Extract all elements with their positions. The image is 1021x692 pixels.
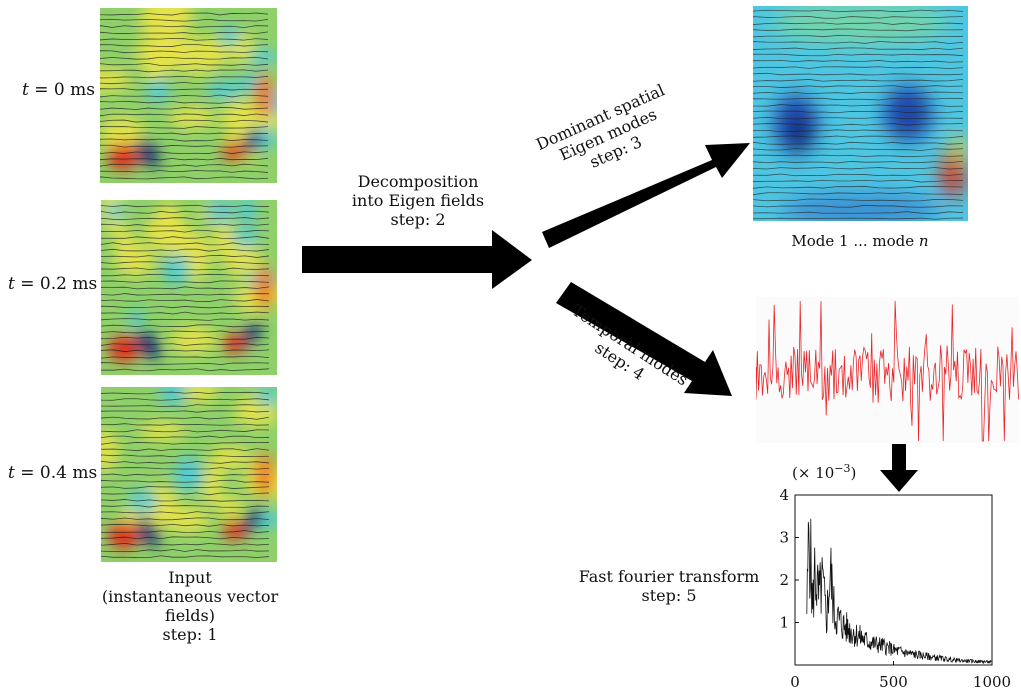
fft-ytick-label: 4 [779,486,789,504]
temporal-signal-plot [755,297,1019,443]
fft-y-multiplier: (× 10−3) [792,462,856,482]
spatial-eigen-mode-field [753,6,968,221]
fft-ytick-label: 2 [779,571,789,589]
temporal-signal-line [755,300,1019,442]
vector-field-frame-1 [101,200,277,375]
decomposition-arrow [302,230,532,289]
fft-xtick-label: 500 [879,673,908,691]
frame-label-t02: t = 0.2 ms [8,274,98,294]
fft-ytick-label: 1 [779,614,789,632]
input-caption: Input (instantaneous vector fields) step… [101,568,279,644]
fft-xtick-label: 0 [790,673,800,691]
fft-arrow [880,444,918,492]
vector-field-frame-0 [100,8,277,183]
frame-label-t0: t = 0 ms [22,80,95,100]
fft-xtick-label: 1000 [973,673,1011,691]
frame-label-t04: t = 0.4 ms [8,463,98,483]
fft-ytick-label: 3 [779,529,789,547]
fft-chart: (× 10−3) 1 2 3 4 0 500 1000 [779,462,1011,691]
spatial-modes-arrow [542,143,750,248]
mode-caption: Mode 1 ... mode n [791,232,929,250]
decomposition-label: Decomposition into Eigen fields step: 2 [351,172,485,229]
vector-field-frame-2 [101,387,277,562]
fft-spectrum-line [806,518,993,665]
fft-label: Fast fourier transform step: 5 [578,567,760,605]
temporal-modes-arrow [556,282,732,396]
